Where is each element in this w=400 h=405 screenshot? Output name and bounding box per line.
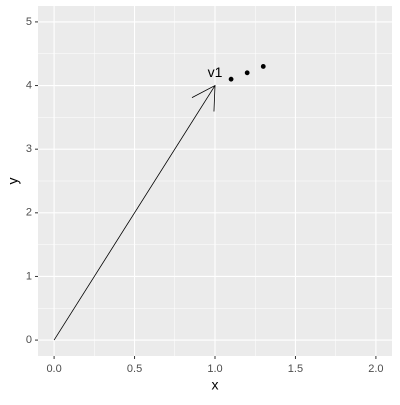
point	[244, 70, 250, 76]
y-tick-label: 5	[26, 16, 32, 28]
arrow-line	[53, 85, 216, 341]
x-tick-label: 1.5	[288, 363, 303, 375]
y-tick-label: 4	[26, 79, 32, 91]
x-tick-label: 2.0	[368, 363, 383, 375]
arrow-label: v1	[208, 64, 223, 80]
y-tick-label: 0	[26, 334, 32, 346]
arrow-head	[191, 84, 216, 112]
y-axis-label: y	[5, 178, 21, 185]
x-tick-label: 0.5	[127, 363, 142, 375]
y-tick-label: 3	[26, 143, 32, 155]
y-tick-label: 1	[26, 270, 32, 282]
x-tick-label: 0.0	[46, 363, 61, 375]
point	[260, 64, 266, 69]
x-tick-label: 1.0	[207, 363, 222, 375]
y-tick-label: 2	[26, 207, 32, 219]
x-axis-label: x	[212, 377, 219, 393]
point	[228, 76, 234, 82]
